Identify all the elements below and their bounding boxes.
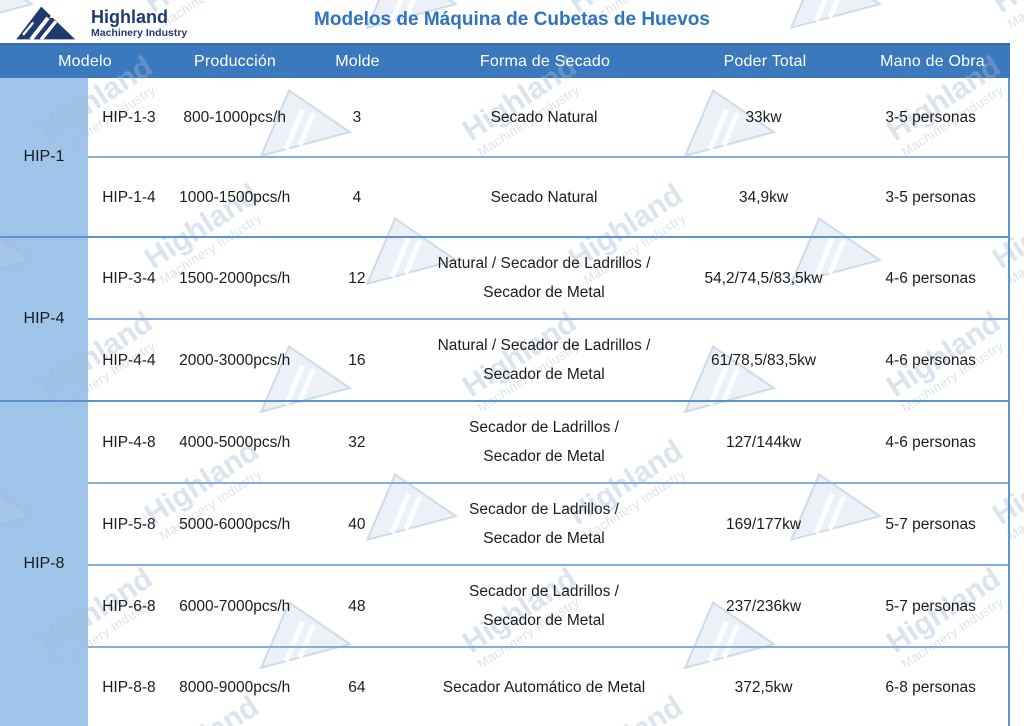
cell-mano: 4-6 personas xyxy=(885,269,976,287)
cell-forma-line: Secador de Ladrillos / xyxy=(469,419,619,436)
mountain-logo-icon xyxy=(16,6,76,41)
cell-mano: 4-6 personas xyxy=(885,351,976,369)
table-row: HIP-5-8 5000-6000pcs/h 40 Secador de Ladril… xyxy=(88,484,1008,566)
header-molde: Molde xyxy=(335,52,380,70)
cell-poder: 33kw xyxy=(745,108,782,126)
cell-molde: 40 xyxy=(348,515,366,533)
cell-forma-line: Secador de Ladrillos / xyxy=(469,583,619,600)
cell-poder: 54,2/74,5/83,5kw xyxy=(704,269,823,287)
cell-submodel: HIP-4-8 xyxy=(102,433,156,451)
table-row: HIP-3-4 1500-2000pcs/h 12 Natural / Secador… xyxy=(88,238,1008,320)
cell-submodel: HIP-3-4 xyxy=(102,269,156,287)
cell-poder: 127/144kw xyxy=(726,433,802,451)
cell-molde: 3 xyxy=(352,108,362,126)
cell-produccion: 8000-9000pcs/h xyxy=(179,678,291,696)
group-cell-HIP-8: HIP-8 xyxy=(0,402,88,726)
header-poder-total: Poder Total xyxy=(723,52,807,70)
cell-produccion: 2000-3000pcs/h xyxy=(179,351,291,369)
group-model-label: HIP-4 xyxy=(23,310,65,327)
cell-forma-line: Secador de Metal xyxy=(483,284,605,301)
cell-produccion: 1500-2000pcs/h xyxy=(179,269,291,287)
cell-mano: 5-7 personas xyxy=(885,515,976,533)
table-row: HIP-1-4 1000-1500pcs/h 4 Secado Natural 34,9… xyxy=(88,158,1008,238)
cell-mano: 3-5 personas xyxy=(885,188,976,206)
cell-produccion: 800-1000pcs/h xyxy=(183,108,286,126)
cell-forma: Natural / Secador de Ladrillos / Secador … xyxy=(414,249,673,307)
cell-molde: 4 xyxy=(352,188,362,206)
cell-poder: 169/177kw xyxy=(726,515,802,533)
cell-forma-line: Secador de Metal xyxy=(483,448,605,465)
brand-logo: Highland Machinery Industry xyxy=(14,3,187,43)
cell-poder: 34,9kw xyxy=(738,188,789,206)
cell-produccion: 1000-1500pcs/h xyxy=(179,188,291,206)
group-cell-HIP-1: HIP-1 xyxy=(0,78,88,238)
cell-poder: 61/78,5/83,5kw xyxy=(710,351,817,369)
cell-produccion: 5000-6000pcs/h xyxy=(179,515,291,533)
cell-forma: Secador de Ladrillos / Secador de Metal xyxy=(414,577,673,635)
cell-molde: 48 xyxy=(348,597,366,615)
cell-submodel: HIP-5-8 xyxy=(102,515,156,533)
cell-submodel: HIP-1-3 xyxy=(102,108,156,126)
cell-submodel: HIP-6-8 xyxy=(102,597,156,615)
group-cell-HIP-4: HIP-4 xyxy=(0,238,88,402)
cell-forma: Secado Natural xyxy=(414,103,673,132)
cell-forma-line: Secado Natural xyxy=(490,108,598,126)
cell-molde: 32 xyxy=(348,433,366,451)
cell-produccion: 6000-7000pcs/h xyxy=(179,597,291,615)
cell-molde: 12 xyxy=(348,269,366,287)
header-mano-de-obra: Mano de Obra xyxy=(880,52,985,70)
cell-forma-line: Secador de Metal xyxy=(483,530,605,547)
table-header-row: Modelo Producción Molde Forma de Secado … xyxy=(0,45,1010,78)
table-body: HIP-1 HIP-4 HIP-8 HIP-1-3 800-1000pcs/h 3 Sec… xyxy=(0,78,1010,726)
group-model-label: HIP-8 xyxy=(23,555,65,572)
table-row: HIP-1-3 800-1000pcs/h 3 Secado Natural 33kw 3… xyxy=(88,78,1008,158)
cell-molde: 64 xyxy=(348,678,366,696)
cell-submodel: HIP-4-4 xyxy=(102,351,156,369)
cell-molde: 16 xyxy=(348,351,366,369)
table-row: HIP-4-8 4000-5000pcs/h 32 Secador de Ladril… xyxy=(88,402,1008,484)
cell-forma-line: Secador de Ladrillos / xyxy=(469,501,619,518)
group-column: HIP-1 HIP-4 HIP-8 xyxy=(0,78,88,726)
cell-forma: Natural / Secador de Ladrillos / Secador … xyxy=(414,331,673,389)
cell-mano: 4-6 personas xyxy=(885,433,976,451)
brand-name: Highland xyxy=(91,7,168,27)
cell-produccion: 4000-5000pcs/h xyxy=(179,433,291,451)
table-rows: HIP-1-3 800-1000pcs/h 3 Secado Natural 33kw 3… xyxy=(88,78,1008,726)
table-row: HIP-4-4 2000-3000pcs/h 16 Natural / Secador… xyxy=(88,320,1008,402)
model-group-column-background xyxy=(0,78,88,726)
cell-mano: 3-5 personas xyxy=(885,108,976,126)
cell-mano: 6-8 personas xyxy=(885,678,976,696)
cell-forma: Secador de Ladrillos / Secador de Metal xyxy=(414,413,673,471)
page-title: Modelos de Máquina de Cubetas de Huevos xyxy=(314,9,710,30)
cell-forma-line: Secador de Metal xyxy=(483,612,605,629)
cell-forma: Secador de Ladrillos / Secador de Metal xyxy=(414,495,673,553)
table-row: HIP-6-8 6000-7000pcs/h 48 Secador de Ladril… xyxy=(88,566,1008,648)
cell-poder: 237/236kw xyxy=(726,597,802,615)
cell-poder: 372,5kw xyxy=(734,678,793,696)
cell-forma: Secado Natural xyxy=(414,183,673,212)
cell-forma-line: Secador de Metal xyxy=(483,366,605,383)
cell-forma-line: Natural / Secador de Ladrillos / xyxy=(437,337,651,354)
header-produccion: Producción xyxy=(193,52,277,70)
cell-forma-line: Secador Automático de Metal xyxy=(442,678,646,696)
cell-submodel: HIP-1-4 xyxy=(102,188,156,206)
table-header-background xyxy=(0,43,1010,78)
group-model-label: HIP-1 xyxy=(23,148,65,165)
brand-tagline: Machinery Industry xyxy=(91,27,188,39)
table-row: HIP-8-8 8000-9000pcs/h 64 Secador Automátic… xyxy=(88,648,1008,726)
cell-forma-line: Secado Natural xyxy=(490,188,598,206)
brand-text: Highland Machinery Industry xyxy=(91,7,187,39)
header-modelo: Modelo xyxy=(58,52,112,70)
cell-submodel: HIP-8-8 xyxy=(102,678,156,696)
cell-mano: 5-7 personas xyxy=(885,597,976,615)
cell-forma: Secador Automático de Metal xyxy=(414,673,673,702)
cell-forma-line: Natural / Secador de Ladrillos / xyxy=(437,255,651,272)
header-forma-de-secado: Forma de Secado xyxy=(479,52,611,70)
